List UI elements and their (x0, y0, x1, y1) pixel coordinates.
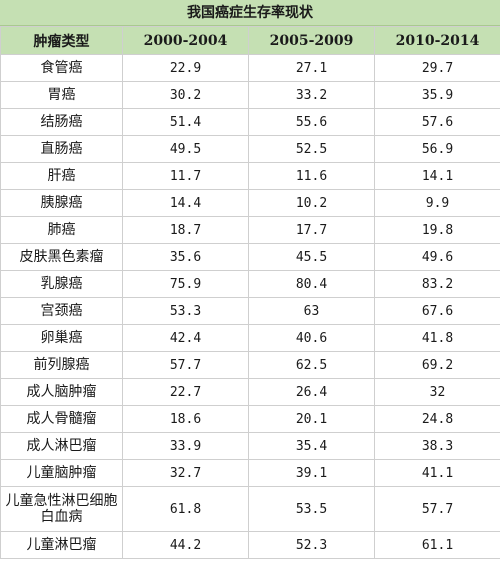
rate-2010-2014-cell: 9.9 (374, 189, 500, 217)
tumor-type-cell: 前列腺癌 (0, 351, 123, 379)
rate-2005-2009-cell: 52.5 (248, 135, 375, 163)
tumor-type-cell: 胰腺癌 (0, 189, 123, 217)
rate-2000-2004-cell: 30.2 (122, 81, 249, 109)
table-row: 皮肤黑色素瘤 35.6 45.5 49.6 (0, 243, 500, 271)
rate-2005-2009-cell: 55.6 (248, 108, 375, 136)
rate-2010-2014-cell: 69.2 (374, 351, 500, 379)
tumor-type-cell: 食管癌 (0, 54, 123, 82)
column-header-2005-2009: 2005-2009 (248, 26, 375, 55)
rate-2010-2014-cell: 57.7 (374, 486, 500, 532)
rate-2005-2009-cell: 45.5 (248, 243, 375, 271)
tumor-type-cell: 成人淋巴瘤 (0, 432, 123, 460)
tumor-type-cell: 直肠癌 (0, 135, 123, 163)
rate-2000-2004-cell: 22.7 (122, 378, 249, 406)
rate-2000-2004-cell: 44.2 (122, 531, 249, 559)
rate-2005-2009-cell: 11.6 (248, 162, 375, 190)
tumor-type-cell: 皮肤黑色素瘤 (0, 243, 123, 271)
rate-2005-2009-cell: 62.5 (248, 351, 375, 379)
rate-2000-2004-cell: 35.6 (122, 243, 249, 271)
tumor-type-cell: 儿童急性淋巴细胞白血病 (0, 486, 123, 532)
tumor-type-cell: 成人脑肿瘤 (0, 378, 123, 406)
rate-2010-2014-cell: 24.8 (374, 405, 500, 433)
rate-2010-2014-cell: 83.2 (374, 270, 500, 298)
table-row: 儿童脑肿瘤 32.7 39.1 41.1 (0, 459, 500, 487)
rate-2000-2004-cell: 57.7 (122, 351, 249, 379)
tumor-type-cell: 乳腺癌 (0, 270, 123, 298)
rate-2010-2014-cell: 41.8 (374, 324, 500, 352)
rate-2000-2004-cell: 18.6 (122, 405, 249, 433)
table-row: 儿童急性淋巴细胞白血病 61.8 53.5 57.7 (0, 486, 500, 532)
rate-2010-2014-cell: 32 (374, 378, 500, 406)
rate-2000-2004-cell: 14.4 (122, 189, 249, 217)
rate-2005-2009-cell: 33.2 (248, 81, 375, 109)
table-row: 成人骨髓瘤 18.6 20.1 24.8 (0, 405, 500, 433)
rate-2010-2014-cell: 41.1 (374, 459, 500, 487)
rate-2010-2014-cell: 14.1 (374, 162, 500, 190)
table-title: 我国癌症生存率现状 (0, 0, 500, 26)
rate-2000-2004-cell: 18.7 (122, 216, 249, 244)
rate-2005-2009-cell: 63 (248, 297, 375, 325)
table-row: 肺癌 18.7 17.7 19.8 (0, 216, 500, 244)
tumor-type-cell: 宫颈癌 (0, 297, 123, 325)
rate-2010-2014-cell: 38.3 (374, 432, 500, 460)
rate-2000-2004-cell: 49.5 (122, 135, 249, 163)
rate-2005-2009-cell: 17.7 (248, 216, 375, 244)
table-row: 肝癌 11.7 11.6 14.1 (0, 162, 500, 190)
tumor-type-cell: 胃癌 (0, 81, 123, 109)
rate-2000-2004-cell: 11.7 (122, 162, 249, 190)
rate-2010-2014-cell: 49.6 (374, 243, 500, 271)
table-row: 成人淋巴瘤 33.9 35.4 38.3 (0, 432, 500, 460)
table-row: 卵巢癌 42.4 40.6 41.8 (0, 324, 500, 352)
tumor-type-cell: 成人骨髓瘤 (0, 405, 123, 433)
table-row: 儿童淋巴瘤 44.2 52.3 61.1 (0, 531, 500, 559)
rate-2000-2004-cell: 61.8 (122, 486, 249, 532)
rate-2000-2004-cell: 22.9 (122, 54, 249, 82)
table-row: 成人脑肿瘤 22.7 26.4 32 (0, 378, 500, 406)
rate-2000-2004-cell: 51.4 (122, 108, 249, 136)
rate-2005-2009-cell: 27.1 (248, 54, 375, 82)
rate-2000-2004-cell: 33.9 (122, 432, 249, 460)
rate-2010-2014-cell: 35.9 (374, 81, 500, 109)
tumor-type-cell: 肺癌 (0, 216, 123, 244)
rate-2005-2009-cell: 10.2 (248, 189, 375, 217)
table-row: 直肠癌 49.5 52.5 56.9 (0, 135, 500, 163)
rate-2000-2004-cell: 32.7 (122, 459, 249, 487)
rate-2010-2014-cell: 57.6 (374, 108, 500, 136)
tumor-type-cell: 儿童淋巴瘤 (0, 531, 123, 559)
table-row: 前列腺癌 57.7 62.5 69.2 (0, 351, 500, 379)
table-row: 胃癌 30.2 33.2 35.9 (0, 81, 500, 109)
rate-2010-2014-cell: 56.9 (374, 135, 500, 163)
rate-2000-2004-cell: 42.4 (122, 324, 249, 352)
rate-2005-2009-cell: 26.4 (248, 378, 375, 406)
rate-2000-2004-cell: 53.3 (122, 297, 249, 325)
rate-2005-2009-cell: 39.1 (248, 459, 375, 487)
table-row: 乳腺癌 75.9 80.4 83.2 (0, 270, 500, 298)
rate-2010-2014-cell: 19.8 (374, 216, 500, 244)
tumor-type-cell: 卵巢癌 (0, 324, 123, 352)
rate-2005-2009-cell: 35.4 (248, 432, 375, 460)
survival-rate-table: 肿瘤类型 2000-2004 2005-2009 2010-2014 食管癌 2… (0, 26, 500, 559)
column-header-2000-2004: 2000-2004 (122, 26, 249, 55)
rate-2005-2009-cell: 20.1 (248, 405, 375, 433)
table-row: 食管癌 22.9 27.1 29.7 (0, 54, 500, 82)
rate-2005-2009-cell: 80.4 (248, 270, 375, 298)
column-header-2010-2014: 2010-2014 (374, 26, 500, 55)
table-row: 结肠癌 51.4 55.6 57.6 (0, 108, 500, 136)
rate-2010-2014-cell: 61.1 (374, 531, 500, 559)
table-body: 食管癌 22.9 27.1 29.7 胃癌 30.2 33.2 35.9 结肠癌… (0, 54, 500, 559)
rate-2010-2014-cell: 67.6 (374, 297, 500, 325)
header-row: 肿瘤类型 2000-2004 2005-2009 2010-2014 (0, 26, 500, 55)
rate-2005-2009-cell: 52.3 (248, 531, 375, 559)
table-row: 宫颈癌 53.3 63 67.6 (0, 297, 500, 325)
rate-2005-2009-cell: 53.5 (248, 486, 375, 532)
tumor-type-cell: 肝癌 (0, 162, 123, 190)
tumor-type-cell: 儿童脑肿瘤 (0, 459, 123, 487)
table-row: 胰腺癌 14.4 10.2 9.9 (0, 189, 500, 217)
rate-2010-2014-cell: 29.7 (374, 54, 500, 82)
tumor-type-cell: 结肠癌 (0, 108, 123, 136)
column-header-tumor-type: 肿瘤类型 (0, 26, 123, 55)
rate-2005-2009-cell: 40.6 (248, 324, 375, 352)
rate-2000-2004-cell: 75.9 (122, 270, 249, 298)
